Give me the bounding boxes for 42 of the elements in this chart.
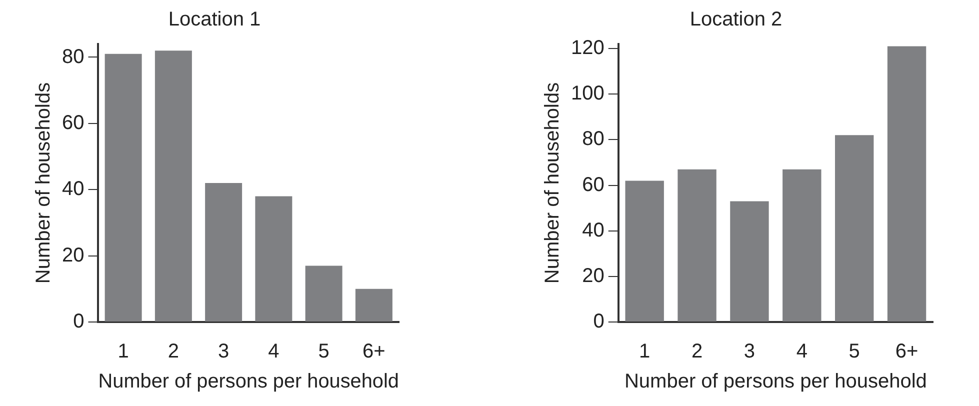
- chart-title: Location 2: [690, 8, 782, 31]
- bar: [834, 135, 874, 322]
- y-axis-title: Number of households: [32, 82, 55, 284]
- y-tick-label: 80: [62, 46, 84, 68]
- bar: [104, 54, 142, 322]
- y-tick-label: 60: [582, 174, 604, 196]
- y-tick-label: 0: [73, 310, 84, 333]
- bar: [255, 196, 292, 322]
- bar: [887, 46, 926, 322]
- x-tick-label: 4: [796, 340, 808, 363]
- x-tick-label: 3: [218, 340, 230, 363]
- bar: [154, 50, 192, 322]
- y-tick-label: 100: [570, 82, 604, 105]
- bar: [730, 201, 769, 322]
- chart-title: Location 1: [168, 8, 261, 31]
- bar: [205, 183, 242, 322]
- bar: [355, 288, 392, 322]
- bar: [305, 266, 342, 322]
- x-tick-label: 5: [848, 340, 860, 363]
- x-tick-label: 5: [318, 340, 330, 363]
- y-tick-label: 60: [62, 112, 84, 134]
- x-axis-title: Number of persons per household: [624, 370, 927, 393]
- y-tick-label: 40: [582, 219, 604, 242]
- y-axis-title: Number of households: [542, 82, 564, 284]
- y-tick-label: 120: [570, 37, 604, 60]
- x-tick-label: 1: [118, 340, 129, 363]
- y-tick-label: 80: [582, 128, 604, 150]
- y-tick-label: 20: [62, 244, 84, 266]
- y-tick-label: 40: [62, 178, 84, 200]
- x-tick-label: 3: [744, 340, 756, 363]
- x-tick-label: 1: [639, 340, 650, 363]
- x-axis-title: Number of persons per household: [98, 370, 399, 393]
- y-tick-label: 20: [582, 264, 604, 287]
- y-tick-label: 0: [593, 310, 604, 333]
- bar: [678, 169, 716, 322]
- x-tick-label: 2: [168, 340, 179, 363]
- bar: [782, 169, 822, 322]
- bar: [625, 180, 664, 322]
- x-tick-label: 4: [268, 340, 280, 363]
- x-tick-label: 6+: [362, 340, 386, 363]
- x-tick-label: 2: [691, 340, 703, 363]
- x-tick-label: 6+: [895, 340, 918, 363]
